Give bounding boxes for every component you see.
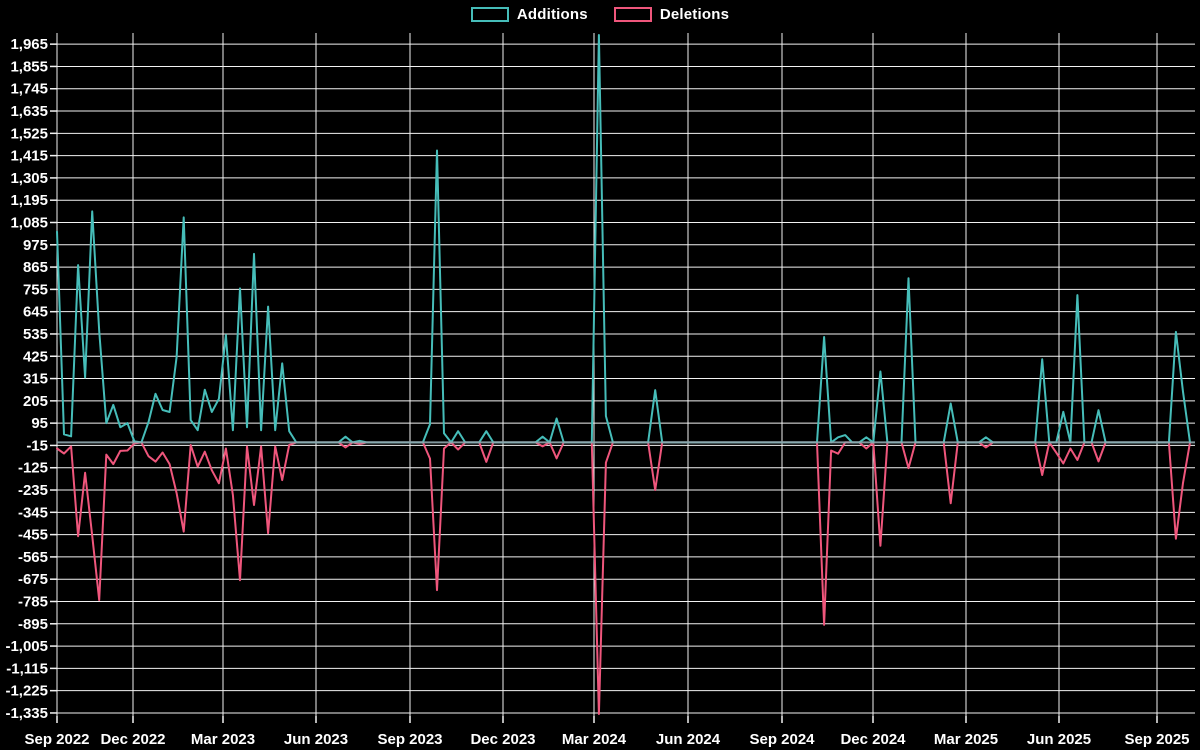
y-tick-label: 1,855 bbox=[10, 58, 48, 75]
y-tick-label: 1,525 bbox=[10, 125, 48, 142]
y-tick-label: -125 bbox=[18, 460, 48, 477]
x-tick-label: Jun 2023 bbox=[284, 731, 348, 748]
y-tick-label: 425 bbox=[23, 348, 48, 365]
y-tick-label: 1,965 bbox=[10, 36, 48, 53]
y-tick-label: -785 bbox=[18, 593, 48, 610]
y-tick-label: -565 bbox=[18, 549, 48, 566]
y-tick-label: 1,195 bbox=[10, 192, 48, 209]
y-tick-label: -235 bbox=[18, 482, 48, 499]
y-tick-label: 95 bbox=[31, 415, 48, 432]
y-tick-label: -675 bbox=[18, 571, 48, 588]
legend-item-additions[interactable]: Additions bbox=[470, 6, 588, 23]
y-tick-label: 1,635 bbox=[10, 103, 48, 120]
x-tick-label: Dec 2023 bbox=[470, 731, 535, 748]
y-tick-label: 1,305 bbox=[10, 170, 48, 187]
y-tick-label: -895 bbox=[18, 616, 48, 633]
x-tick-label: Sep 2024 bbox=[749, 731, 815, 748]
x-tick-label: Sep 2025 bbox=[1124, 731, 1189, 748]
additions-swatch-icon bbox=[470, 7, 509, 22]
x-tick-label: Sep 2022 bbox=[24, 731, 89, 748]
y-tick-label: 1,745 bbox=[10, 81, 48, 98]
y-tick-label: 205 bbox=[23, 393, 48, 410]
deletions-legend-label: Deletions bbox=[659, 6, 730, 23]
y-tick-label: -15 bbox=[26, 437, 48, 454]
y-tick-label: 535 bbox=[23, 326, 48, 343]
x-tick-label: Jun 2025 bbox=[1027, 731, 1091, 748]
x-tick-label: Mar 2025 bbox=[934, 731, 998, 748]
y-tick-label: 865 bbox=[23, 259, 48, 276]
x-tick-label: Jun 2024 bbox=[656, 731, 721, 748]
y-tick-label: -455 bbox=[18, 527, 48, 544]
deletions-swatch-icon bbox=[613, 7, 652, 22]
x-tick-label: Sep 2023 bbox=[377, 731, 442, 748]
y-tick-label: 755 bbox=[23, 281, 48, 298]
y-tick-label: -1,335 bbox=[5, 705, 48, 722]
legend-item-deletions[interactable]: Deletions bbox=[613, 6, 730, 23]
y-tick-label: 645 bbox=[23, 304, 48, 321]
y-tick-label: -1,005 bbox=[5, 638, 48, 655]
x-tick-label: Mar 2023 bbox=[191, 731, 255, 748]
y-tick-label: 315 bbox=[23, 371, 48, 388]
x-tick-label: Dec 2024 bbox=[840, 731, 906, 748]
chart-legend: Additions Deletions bbox=[0, 6, 1200, 23]
y-tick-label: 1,085 bbox=[10, 214, 48, 231]
y-tick-label: -345 bbox=[18, 504, 48, 521]
x-tick-label: Dec 2022 bbox=[100, 731, 165, 748]
y-tick-label: -1,115 bbox=[6, 660, 48, 677]
x-tick-label: Mar 2024 bbox=[562, 731, 627, 748]
y-tick-label: -1,225 bbox=[5, 683, 48, 700]
y-tick-label: 1,415 bbox=[10, 148, 48, 165]
y-tick-label: 975 bbox=[23, 237, 48, 254]
additions-legend-label: Additions bbox=[516, 6, 588, 23]
